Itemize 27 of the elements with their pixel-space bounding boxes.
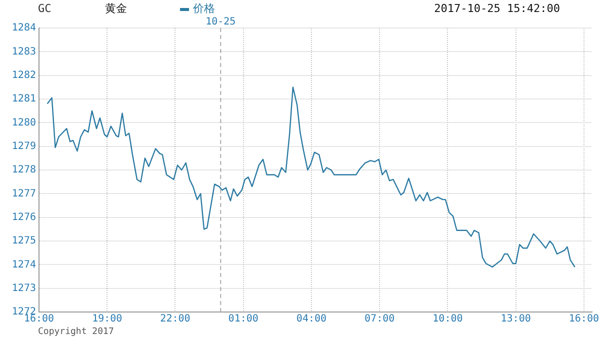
x-tick-label: 22:00 bbox=[160, 314, 190, 325]
text: 2017-10-25 15:42:00 bbox=[434, 2, 560, 16]
x-tick-label: 07:00 bbox=[364, 314, 395, 325]
y-tick-label: 1277 bbox=[12, 188, 36, 200]
x-tick-label: 13:00 bbox=[500, 314, 531, 325]
y-tick-label: 1275 bbox=[12, 236, 36, 247]
y-tick-label: 1280 bbox=[12, 117, 36, 128]
y-tick-label: 1278 bbox=[12, 164, 36, 176]
y-tick-label: 1282 bbox=[12, 70, 36, 81]
y-tick-label: 1273 bbox=[12, 282, 36, 294]
legend-label: 价格 bbox=[193, 2, 215, 16]
text: Copyright 2017 bbox=[38, 326, 114, 337]
x-tick-label: 04:00 bbox=[296, 314, 327, 325]
x-tick-label: 16:00 bbox=[568, 314, 599, 325]
chart-title: GC bbox=[38, 2, 52, 16]
y-tick-label: 1279 bbox=[12, 140, 36, 152]
chart-subtitle: 黄金 bbox=[105, 2, 127, 16]
x-tick-label: 10:00 bbox=[432, 314, 463, 325]
y-tick-label: 1283 bbox=[12, 46, 36, 58]
y-tick-label: 1281 bbox=[12, 94, 36, 105]
y-tick-label: 1284 bbox=[12, 22, 36, 34]
x-tick-label: 01:00 bbox=[228, 314, 258, 325]
ref-line-label: 10-25 bbox=[206, 16, 236, 28]
y-tick-label: 1276 bbox=[12, 212, 36, 223]
y-tick-label: 1274 bbox=[12, 259, 36, 270]
x-tick-label: 16:00 bbox=[24, 314, 54, 325]
x-tick-label: 19:00 bbox=[92, 314, 122, 325]
